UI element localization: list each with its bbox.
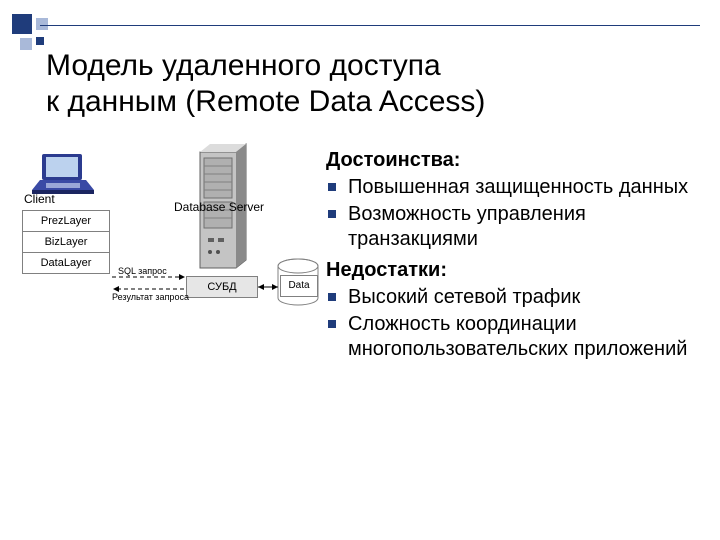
advantage-item: Возможность управления транзакциями [326,202,696,252]
dbms-data-arrow [258,282,278,292]
dbms-box: СУБД [186,276,258,298]
architecture-diagram: Client PrezLayer BizLayer DataLayer Data… [14,158,324,378]
client-layer-stack: PrezLayer BizLayer DataLayer [22,210,110,274]
layer-biz: BizLayer [23,232,109,253]
advantage-item: Повышенная защищенность данных [326,175,696,200]
disadvantages-heading: Недостатки: [326,258,696,283]
sql-request-label: SQL запрос [118,266,167,276]
slide-title: Модель удаленного доступа к данным (Remo… [46,48,686,120]
layer-prez: PrezLayer [23,211,109,232]
header-rule [40,25,700,26]
layer-data: DataLayer [23,253,109,273]
title-line-2: к данным (Remote Data Access) [46,85,485,118]
title-line-1: Модель удаленного доступа [46,49,441,82]
disadvantage-item: Высокий сетевой трафик [326,285,696,310]
advantages-list: Повышенная защищенность данных Возможнос… [326,175,696,252]
content-text: Достоинства: Повышенная защищенность дан… [326,148,696,368]
db-server-label: Database Server [174,200,264,214]
data-box: Data [280,275,318,297]
disadvantage-item: Сложность координации многопользовательс… [326,312,696,362]
disadvantages-list: Высокий сетевой трафик Сложность координ… [326,285,696,362]
slide: Модель удаленного доступа к данным (Remo… [0,0,720,540]
client-label: Client [24,192,55,206]
advantages-heading: Достоинства: [326,148,696,173]
result-label: Результат запроса [112,292,189,302]
